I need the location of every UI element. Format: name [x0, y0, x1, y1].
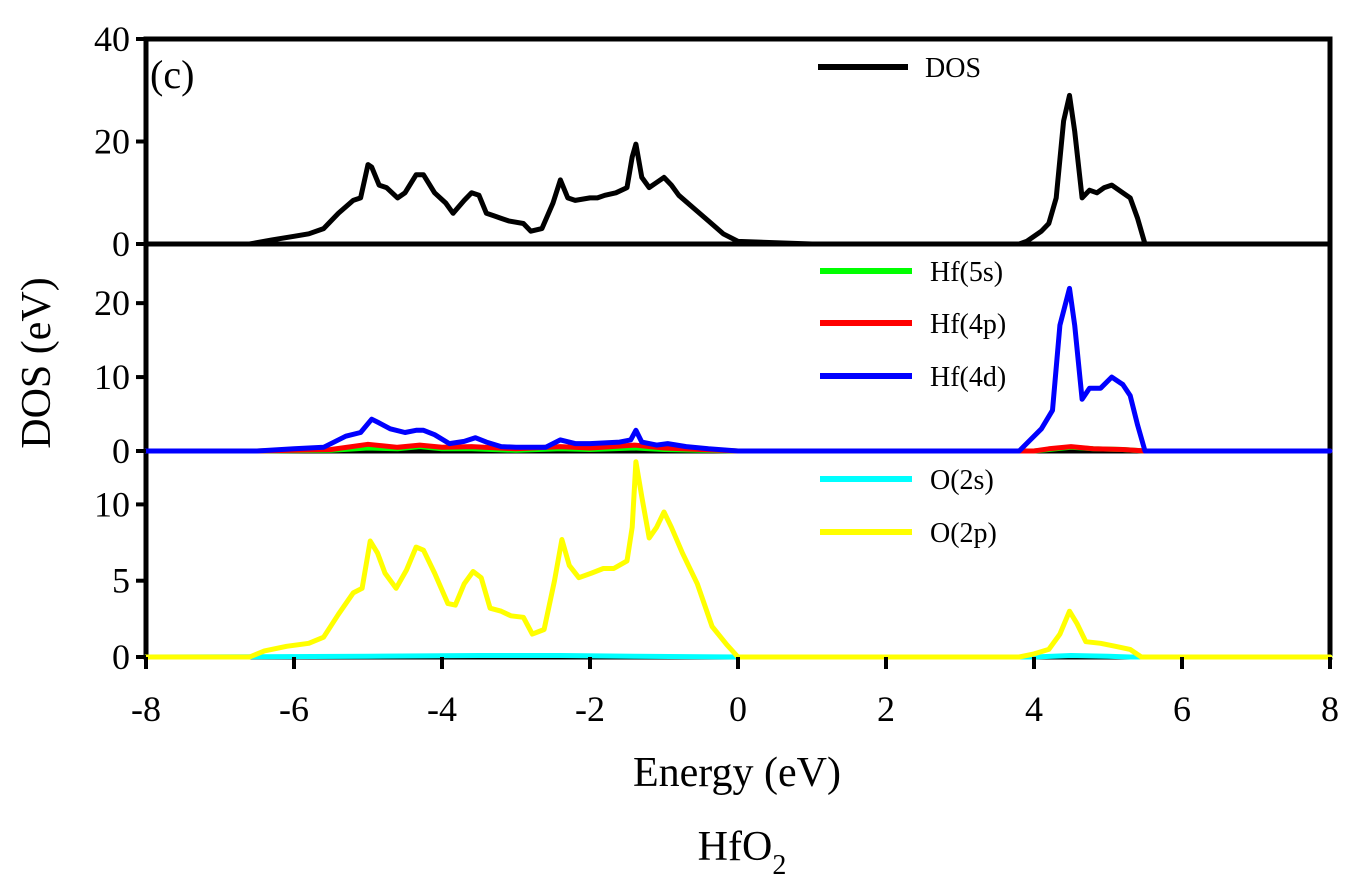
y-tick-label-panel3-10: 10	[94, 484, 130, 524]
axes-layer: 0 20 40 0 10 20 0 5 10 -8 -6 -4 -2 0 2 4 6 8	[94, 19, 1339, 729]
legend-label-hf-4p-: Hf(4p)	[930, 309, 1006, 340]
x-tick-label-8: 8	[1321, 689, 1339, 729]
y-tick-label-panel1-20: 20	[94, 122, 130, 162]
series-line-hf-4p-	[143, 441, 1333, 454]
panel-tag: (c)	[150, 52, 194, 97]
y-tick-label-panel3-5: 5	[112, 561, 130, 601]
y-tick-label-panel3-0: 0	[112, 637, 130, 677]
panel-1-frame	[143, 36, 1333, 247]
figure-caption: HfO2	[698, 824, 787, 881]
y-tick-label-panel1-40: 40	[94, 19, 130, 59]
series-line-o-2s-	[143, 653, 1333, 660]
panel-2-frame	[143, 241, 1333, 454]
x-tick-label-2: 2	[877, 689, 895, 729]
series-layer	[143, 92, 1333, 660]
legend-label-o-2s-: O(2s)	[930, 465, 994, 496]
y-tick-label-panel2-10: 10	[94, 357, 130, 397]
legend-label-o-2p-: O(2p)	[930, 518, 997, 549]
series-line-dos	[143, 92, 1333, 247]
panel-3-frame	[143, 448, 1333, 660]
y-tick-label-panel1-0: 0	[112, 224, 130, 264]
caption-subscript: 2	[772, 850, 786, 881]
caption-main: HfO	[698, 824, 773, 870]
x-tick-label-0: 0	[729, 689, 747, 729]
legend-label-hf-4d-: Hf(4d)	[930, 362, 1006, 393]
x-axis-title: Energy (eV)	[633, 750, 841, 796]
x-tick-label--6: -6	[279, 689, 309, 729]
x-tick-label-4: 4	[1025, 689, 1043, 729]
y-axis-title: DOS (eV)	[14, 277, 60, 448]
panels-layer	[143, 36, 1333, 660]
legend-label-dos: DOS	[925, 53, 981, 84]
x-tick-label--8: -8	[131, 689, 161, 729]
x-tick-label--4: -4	[427, 689, 457, 729]
x-tick-label-6: 6	[1173, 689, 1191, 729]
legend-label-hf-5s-: Hf(5s)	[930, 257, 1003, 288]
legend-layer: DOS Hf(5s) Hf(4p) Hf(4d) O(2s) O(2p)	[818, 53, 1006, 549]
x-tick-label--2: -2	[575, 689, 605, 729]
y-tick-label-panel2-20: 20	[94, 283, 130, 323]
y-tick-label-panel2-0: 0	[112, 431, 130, 471]
series-line-o-2p-	[143, 459, 1333, 660]
series-line-hf-4d-	[143, 285, 1333, 454]
